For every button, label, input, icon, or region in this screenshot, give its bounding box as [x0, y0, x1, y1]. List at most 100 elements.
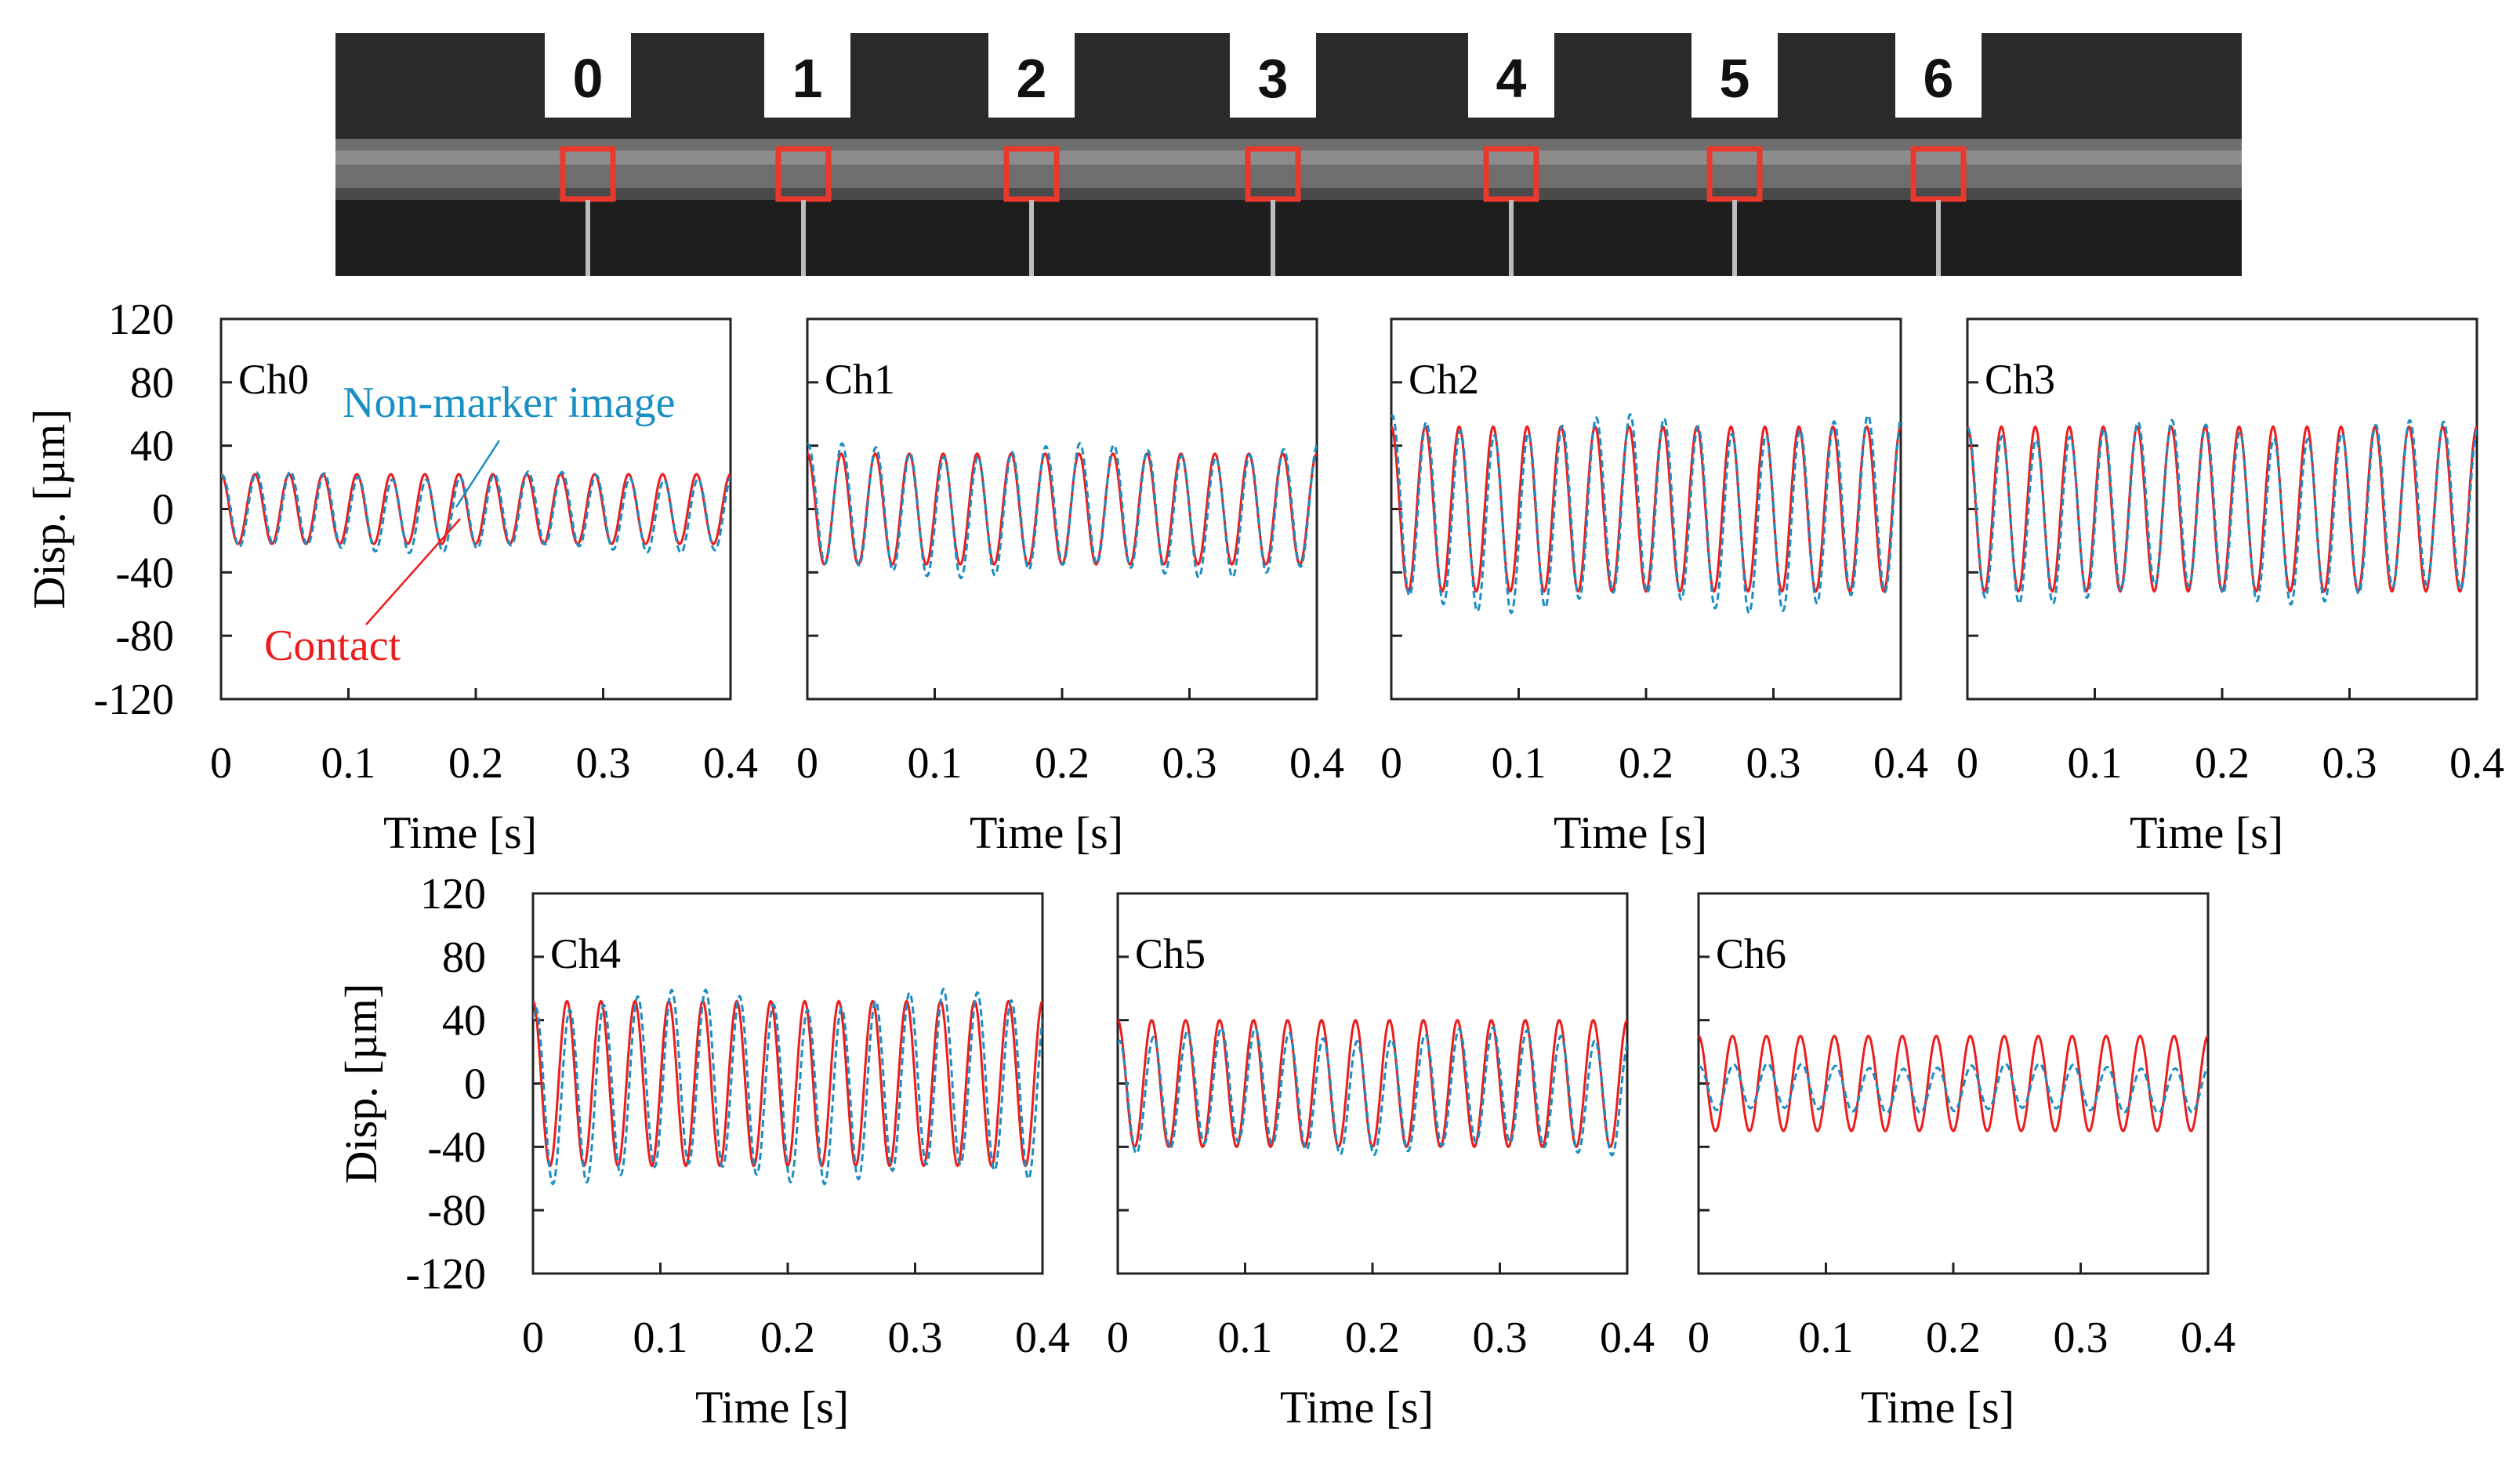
- x-axis-label: Time [s]: [1280, 1382, 1434, 1433]
- series-group: [533, 987, 1042, 1186]
- series-contact: [1118, 1018, 1627, 1149]
- x-axis-label: Time [s]: [1861, 1382, 2014, 1433]
- y-tick-label: 0: [464, 1060, 486, 1109]
- y-tick-label: 80: [130, 359, 174, 408]
- x-tick-label: 0: [1380, 739, 1402, 788]
- marker-label-box: [545, 33, 631, 118]
- series-non-marker-image: [1391, 412, 1901, 615]
- x-tick-label: 0: [796, 739, 818, 788]
- y-tick-label: -120: [405, 1250, 486, 1299]
- panel-title: Ch5: [1135, 930, 1206, 977]
- measurement-point-box: [1245, 146, 1301, 202]
- x-tick-label: 0: [1688, 1314, 1710, 1362]
- panel-title: Ch2: [1409, 356, 1479, 403]
- x-tick-label: 0: [1956, 739, 1978, 788]
- annotation-non-marker-image: Non-marker image: [343, 379, 675, 427]
- chart-ch6: 0 0.1 0.2 0.3 0.4 Time [s] Ch6: [1688, 892, 2235, 1433]
- panel-title: Ch4: [550, 930, 621, 977]
- marker-label-box: [988, 33, 1075, 118]
- annotation-contact: Contact: [264, 621, 401, 670]
- y-tick-label: -40: [115, 549, 174, 597]
- series-group: [1391, 412, 1901, 615]
- channel-marker-0: 0: [545, 33, 631, 276]
- y-tick-label: 80: [442, 933, 486, 982]
- series-group: [1118, 1018, 1627, 1157]
- y-tick-label: -80: [115, 612, 174, 661]
- y-tick-label: -40: [427, 1123, 486, 1172]
- x-tick-label: 0.4: [1015, 1314, 1070, 1362]
- x-axis-label: Time [s]: [383, 807, 537, 858]
- x-tick-label: 0.4: [2449, 739, 2504, 788]
- x-tick-label: 0.2: [1926, 1314, 1981, 1362]
- y-tick-label: 40: [442, 997, 486, 1045]
- y-tick-label: 120: [108, 295, 174, 344]
- measurement-point-box: [1706, 146, 1763, 202]
- y-axis-label: Disp. [µm]: [335, 984, 386, 1184]
- panel-title: Ch0: [238, 356, 309, 403]
- x-tick-label: 0.3: [1162, 739, 1217, 788]
- x-tick-label: 0.4: [703, 739, 758, 788]
- plot-frame: [1390, 317, 1902, 701]
- x-tick-label: 0.1: [633, 1314, 688, 1362]
- marker-label: 5: [1720, 48, 1750, 109]
- y-tick-label: -120: [93, 676, 174, 724]
- chart-ch0: 0 0.1 0.2 0.3 0.4 120 80 40 0 -40 -80 -120 Disp. [µm…: [24, 295, 758, 858]
- marker-label-box: [764, 33, 850, 118]
- x-tick-label: 0: [522, 1314, 544, 1362]
- x-tick-label: 0.4: [2181, 1314, 2235, 1362]
- marker-label-box: [1691, 33, 1778, 118]
- marker-label: 1: [792, 48, 823, 109]
- x-tick-label: 0.3: [1746, 739, 1801, 788]
- x-tick-label: 0.1: [1218, 1314, 1273, 1362]
- chart-ch1: 0 0.1 0.2 0.3 0.4 Time [s] Ch1: [796, 317, 1344, 858]
- y-tick-label: 0: [152, 486, 174, 535]
- measurement-point-box: [1483, 146, 1539, 202]
- measurement-point-box: [1003, 146, 1060, 202]
- marker-label: 6: [1924, 48, 1954, 109]
- channel-marker-2: 2: [988, 33, 1075, 276]
- marker-label-box: [1468, 33, 1554, 118]
- plot-frame: [531, 892, 1044, 1275]
- x-tick-label: 0.3: [2054, 1314, 2108, 1362]
- series-contact: [1391, 425, 1901, 593]
- marker-label: 0: [573, 48, 604, 109]
- series-non-marker-image: [1699, 1062, 2208, 1114]
- x-tick-label: 0.2: [1345, 1314, 1400, 1362]
- x-axis-label: Time [s]: [2130, 807, 2283, 858]
- plot-frame: [219, 317, 732, 701]
- marker-label-box: [1895, 33, 1982, 118]
- x-tick-label: 0.3: [576, 739, 631, 788]
- y-tick-label: 40: [130, 422, 174, 471]
- chart-ch5: 0 0.1 0.2 0.3 0.4 Time [s] Ch5: [1107, 892, 1655, 1433]
- x-tick-label: 0.4: [1600, 1314, 1655, 1362]
- x-tick-label: 0.2: [2195, 739, 2250, 788]
- chart-ch4: 0 0.1 0.2 0.3 0.4 120 80 40 0 -40 -80 -120 Disp. [µm…: [335, 870, 1070, 1433]
- x-tick-label: 0.1: [908, 739, 963, 788]
- marker-label: 4: [1496, 48, 1527, 109]
- x-axis-label: Time [s]: [1554, 807, 1707, 858]
- chart-ch3: 0 0.1 0.2 0.3 0.4 Time [s] Ch3: [1956, 317, 2504, 858]
- marker-label: 2: [1017, 48, 1047, 109]
- measurement-point-box: [1910, 146, 1967, 202]
- x-tick-label: 0.2: [448, 739, 503, 788]
- x-tick-label: 0.3: [1473, 1314, 1528, 1362]
- y-tick-label: -80: [427, 1187, 486, 1235]
- panel-title: Ch1: [825, 356, 895, 403]
- annotation-leader-non-marker: [455, 440, 501, 508]
- series-non-marker-image: [807, 441, 1317, 580]
- x-tick-label: 0.1: [1799, 1314, 1854, 1362]
- series-non-marker-image: [221, 470, 731, 554]
- channel-marker-1: 1: [764, 33, 850, 276]
- x-axis-label: Time [s]: [695, 1382, 849, 1433]
- series-group: [221, 470, 731, 554]
- channel-marker-3: 3: [1230, 33, 1316, 276]
- x-tick-label: 0.2: [760, 1314, 815, 1362]
- beam-highlight: [335, 150, 2242, 165]
- series-group: [1699, 1035, 2208, 1132]
- measurement-point-box: [560, 146, 616, 202]
- y-tick-label: 120: [420, 870, 486, 919]
- series-group: [1967, 419, 2477, 606]
- channel-marker-5: 5: [1691, 33, 1778, 276]
- plot-frame: [1116, 892, 1629, 1275]
